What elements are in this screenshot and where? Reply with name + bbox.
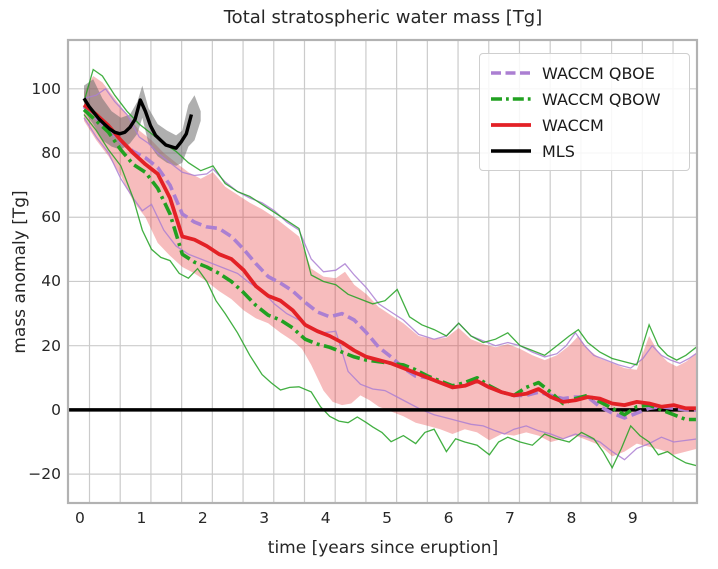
- qbow-max-envelope-line: [83, 68, 697, 366]
- legend-line-sample-waccm-qbow-icon: [491, 97, 531, 101]
- x-tick-label-5: 5: [382, 509, 393, 527]
- x-tick-label-2: 2: [197, 509, 208, 527]
- x-tick-label-7: 7: [505, 509, 515, 527]
- legend-item-waccm-qbow: WACCM QBOW: [490, 86, 679, 112]
- plot-border: [66, 38, 699, 505]
- x-tick-label-9: 9: [627, 509, 638, 527]
- legend-line-sample-mls-icon: [491, 149, 531, 153]
- legend-item-waccm: WACCM: [490, 112, 679, 138]
- x-tick-label-6: 6: [443, 509, 454, 527]
- waccm-ensemble-spread-band: [84, 76, 697, 457]
- chart-title: Total stratospheric water mass [Tg]: [223, 7, 543, 28]
- y-axis-label: mass anomaly [Tg]: [10, 190, 30, 354]
- legend-label: MLS: [542, 141, 575, 161]
- legend-label: WACCM: [542, 115, 604, 135]
- x-axis-label: time [years since eruption]: [267, 538, 499, 558]
- y-tick-label-20: 20: [41, 336, 61, 355]
- y-tick-label-0: 0: [51, 400, 61, 419]
- legend-item-waccm-qboe: WACCM QBOE: [490, 60, 679, 86]
- series-line-mls: [82, 97, 194, 150]
- series-line-waccm: [82, 103, 697, 411]
- qboe-max-envelope-line: [83, 87, 697, 369]
- y-tick-label-60: 60: [41, 208, 61, 227]
- x-tick-label-1: 1: [136, 509, 147, 527]
- y-tick-label-100: 100: [31, 79, 61, 98]
- x-tick-label-4: 4: [320, 509, 331, 527]
- legend-item-mls: MLS: [490, 138, 679, 164]
- qbow-min-envelope-line: [83, 114, 697, 470]
- legend: WACCM QBOE WACCM QBOW WACCM MLS: [479, 53, 690, 171]
- y-tick-label-40: 40: [41, 272, 61, 291]
- x-tick-label-0: 0: [75, 509, 85, 527]
- legend-label: WACCM QBOW: [542, 89, 661, 109]
- legend-line-sample-waccm-icon: [491, 123, 531, 127]
- legend-line-sample-waccm-qboe-icon: [491, 71, 531, 75]
- legend-label: WACCM QBOE: [542, 63, 655, 83]
- y-tick-label-80: 80: [41, 144, 61, 163]
- x-tick-label-3: 3: [259, 509, 270, 527]
- y-tick-label--20: −20: [28, 465, 61, 484]
- series-line-waccm-qboe: [82, 105, 697, 420]
- x-tick-label-8: 8: [566, 509, 577, 527]
- mls-uncertainty-band: [84, 79, 201, 166]
